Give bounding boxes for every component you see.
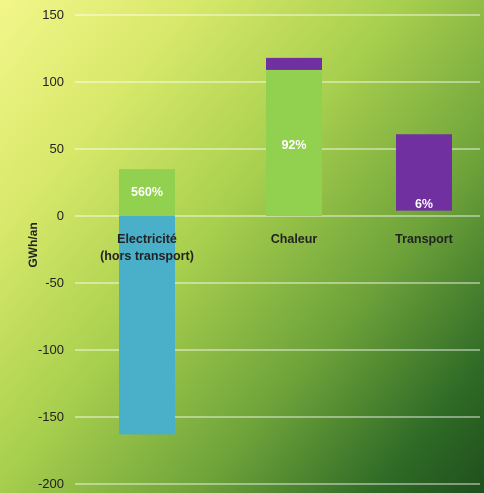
y-tick-label: -100 (38, 342, 64, 357)
bar-segment (266, 69, 322, 216)
y-tick-label: -50 (45, 275, 64, 290)
y-tick-label: -200 (38, 476, 64, 491)
y-axis-label: GWh/an (26, 222, 40, 267)
percent-label: 92% (281, 138, 306, 152)
bar-segment (119, 169, 175, 216)
bar-segment (119, 216, 175, 435)
percent-label: 560% (131, 185, 163, 199)
bar-segment (266, 57, 322, 70)
bar-labels: 560% 92% 6% (131, 138, 433, 211)
y-tick-label: 0 (57, 208, 64, 223)
bars (119, 57, 452, 435)
bar-segment (396, 134, 452, 211)
y-tick-label: 50 (50, 141, 64, 156)
percent-label: 6% (415, 197, 433, 211)
category-label: Electricité (hors transport) (100, 232, 194, 263)
y-axis-ticks: 150 100 50 0 -50 -100 -150 -200 (38, 7, 64, 491)
category-label: Chaleur (271, 232, 318, 246)
category-label: Transport (395, 232, 453, 246)
y-tick-label: 150 (42, 7, 64, 22)
y-tick-label: 100 (42, 74, 64, 89)
x-axis-categories: Electricité (hors transport) Chaleur Transp… (100, 232, 454, 263)
y-tick-label: -150 (38, 409, 64, 424)
